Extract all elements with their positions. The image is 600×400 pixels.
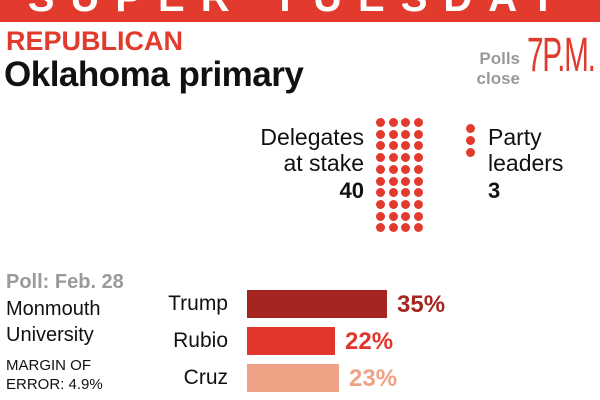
delegate-dot	[401, 199, 410, 209]
polls-label-line2: close	[476, 69, 520, 88]
delegate-dot	[388, 164, 398, 174]
delegate-dot	[376, 211, 385, 221]
delegate-dot	[388, 188, 398, 198]
delegate-dot	[413, 211, 423, 221]
delegate-dot	[413, 176, 423, 186]
delegate-dot	[401, 223, 410, 233]
moe-line1: MARGIN OF	[6, 357, 91, 374]
delegate-dot	[388, 118, 398, 127]
pollster: Monmouth University	[6, 296, 146, 348]
poll-value-label: 22%	[345, 328, 394, 355]
delegate-dot	[401, 141, 410, 151]
delegate-dot	[376, 164, 385, 174]
delegate-dot	[413, 141, 423, 151]
delegate-dot	[388, 129, 398, 139]
delegates-label: Delegates at stake	[250, 124, 364, 176]
delegate-dot	[376, 153, 385, 163]
party-leaders-label: Party leaders	[488, 124, 563, 176]
delegate-dot	[413, 164, 423, 174]
delegate-dot	[388, 176, 398, 186]
party-leaders-label-line1: Party	[488, 124, 542, 150]
banner-title: SUPER TUESDAY	[0, 0, 600, 18]
delegate-dot	[413, 188, 423, 198]
delegate-dot	[413, 118, 423, 127]
delegate-dot	[388, 211, 398, 221]
delegate-dot	[388, 141, 398, 151]
delegate-dot	[376, 118, 385, 127]
delegates-label-line2: at stake	[283, 150, 364, 176]
delegate-dot	[413, 223, 423, 233]
polls-close-time: 7P.M.	[527, 29, 596, 82]
delegate-dot	[401, 129, 410, 139]
poll-value-label: 35%	[397, 291, 446, 318]
polls-close-label: Polls close	[470, 49, 520, 89]
delegate-dot	[401, 153, 410, 163]
delegate-dot	[401, 118, 410, 127]
candidate-label: Trump	[168, 292, 228, 315]
delegate-dot	[401, 176, 410, 186]
banner: SUPER TUESDAY	[0, 0, 600, 22]
delegate-dot	[376, 199, 385, 209]
pollster-line2: University	[6, 324, 94, 346]
delegate-dot	[401, 211, 410, 221]
delegate-dot	[376, 141, 385, 151]
delegates-label-line1: Delegates	[260, 124, 364, 150]
party-leader-dot	[466, 124, 475, 133]
poll-date: Poll: Feb. 28	[6, 271, 124, 293]
pollster-line1: Monmouth	[6, 298, 101, 320]
delegate-dot	[388, 223, 398, 233]
race-title: Oklahoma primary	[4, 55, 304, 94]
delegate-dot	[388, 153, 398, 163]
party-leaders-label-line2: leaders	[488, 150, 564, 176]
candidate-label: Cruz	[183, 366, 228, 389]
poll-bar	[247, 364, 339, 392]
delegate-dot	[413, 153, 423, 163]
delegate-dot	[376, 129, 385, 139]
delegate-dot	[401, 188, 410, 198]
delegate-dot	[376, 176, 385, 186]
party-label: REPUBLICAN	[6, 26, 184, 56]
delegate-dot	[388, 199, 398, 209]
poll-value-label: 23%	[349, 365, 398, 392]
delegate-dot	[413, 129, 423, 139]
party-leaders-count: 3	[488, 178, 501, 203]
party-leader-dot	[466, 148, 475, 157]
delegate-dot	[413, 199, 423, 209]
delegate-dot	[401, 164, 410, 174]
poll-bar	[247, 327, 335, 355]
delegate-dot	[376, 223, 385, 233]
moe-line2: ERROR: 4.9%	[6, 376, 103, 393]
polls-label-line1: Polls	[479, 49, 520, 68]
candidate-label: Rubio	[173, 329, 228, 352]
margin-of-error: MARGIN OF ERROR: 4.9%	[6, 356, 156, 394]
delegates-count: 40	[339, 178, 364, 203]
delegate-dot	[376, 188, 385, 198]
party-leader-dot	[466, 136, 475, 145]
poll-bar	[247, 290, 387, 318]
